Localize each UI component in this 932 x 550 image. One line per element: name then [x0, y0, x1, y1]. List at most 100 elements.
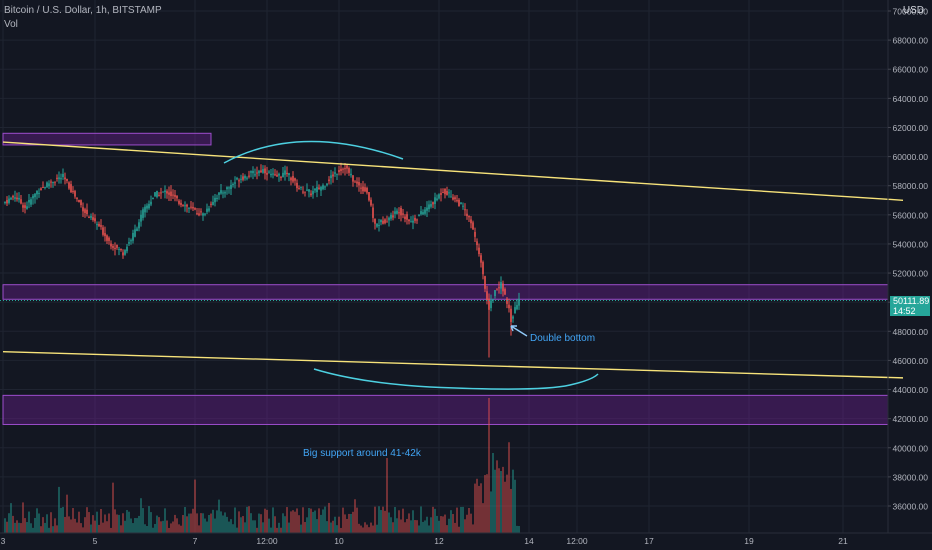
candle-body: [74, 191, 76, 197]
volume-bar: [456, 507, 458, 533]
volume-bar: [466, 514, 468, 533]
volume-bar: [448, 518, 450, 533]
volume-bar: [46, 514, 48, 533]
candle-body: [188, 207, 190, 209]
candle-body: [290, 177, 292, 181]
support-zone: [2, 394, 889, 425]
volume-bar: [94, 520, 96, 533]
volume-bar: [306, 517, 308, 533]
volume-bar: [212, 509, 214, 533]
candle-body: [108, 237, 110, 241]
candle-body: [326, 183, 328, 186]
volume-bar: [54, 518, 56, 533]
last-price-badge: 50111.89 14:52: [890, 296, 930, 316]
volume-bar: [222, 515, 224, 533]
volume-bar: [378, 506, 380, 533]
candle-body: [446, 190, 448, 195]
volume-bar: [60, 507, 62, 533]
volume-bar: [494, 469, 496, 533]
candle-body: [300, 186, 302, 188]
candle-body: [474, 231, 476, 237]
volume-bar: [342, 507, 344, 533]
candle-body: [40, 188, 42, 191]
volume-bar: [462, 506, 464, 533]
trendline-upper: [2, 141, 904, 201]
candle-body: [172, 194, 174, 196]
volume-bar: [32, 527, 34, 533]
candle-body: [282, 172, 284, 178]
volume-bar: [192, 508, 194, 533]
volume-bar: [500, 471, 502, 533]
volume-bar: [250, 513, 252, 533]
candle-body: [190, 206, 192, 208]
volume-bar: [510, 488, 512, 533]
volume-bars: [4, 398, 520, 533]
time-tick-label: 7: [193, 536, 198, 546]
volume-bar: [186, 516, 188, 533]
price-tick-label: 60000.00: [893, 152, 929, 162]
volume-bar: [398, 510, 400, 533]
price-tick-label: 64000.00: [893, 94, 929, 104]
candle-body: [332, 174, 334, 177]
candle-body: [36, 190, 38, 195]
volume-bar: [214, 518, 216, 533]
sketch-arc-top: [223, 140, 404, 164]
volume-bar: [386, 458, 388, 533]
volume-bar: [364, 522, 366, 533]
volume-bar: [368, 527, 370, 533]
volume-bar: [432, 506, 434, 533]
volume-bar: [260, 514, 262, 533]
volume-bar: [128, 511, 130, 533]
time-tick-label: 19: [744, 536, 754, 546]
volume-bar: [360, 525, 362, 533]
candle-body: [324, 186, 326, 188]
candle-body: [152, 197, 154, 199]
volume-bar: [100, 508, 102, 533]
time-tick-label: 3: [1, 536, 6, 546]
candle-body: [336, 173, 338, 175]
volume-bar: [322, 509, 324, 533]
candle-body: [204, 213, 206, 215]
last-price-countdown: 14:52: [893, 306, 916, 316]
candle-body: [272, 173, 274, 175]
candle-body: [34, 193, 36, 198]
volume-bar: [194, 479, 196, 533]
volume-bar: [228, 521, 230, 533]
volume-bar: [144, 524, 146, 533]
volume-bar: [430, 517, 432, 533]
price-tick-label: 66000.00: [893, 65, 929, 75]
candle-body: [450, 196, 452, 198]
candle-body: [378, 224, 380, 226]
candle-body: [270, 173, 272, 176]
candle-body: [128, 242, 130, 244]
volume-bar: [488, 398, 490, 533]
volume-bar: [512, 469, 514, 533]
candle-body: [302, 191, 304, 193]
candle-body: [84, 209, 86, 214]
volume-bar: [296, 508, 298, 533]
candle-body: [186, 204, 188, 207]
candle-body: [130, 240, 132, 242]
candle-body: [310, 193, 312, 196]
price-tick-label: 46000.00: [893, 356, 929, 366]
candle-body: [166, 191, 168, 194]
volume-bar: [156, 515, 158, 533]
candle-body: [136, 228, 138, 232]
candle-body: [374, 218, 376, 224]
candle-body: [70, 184, 72, 193]
volume-bar: [140, 498, 142, 533]
volume-bar: [264, 508, 266, 533]
candle-body: [504, 289, 506, 295]
price-tick-label: 52000.00: [893, 269, 929, 279]
candle-body: [330, 175, 332, 179]
volume-bar: [326, 521, 328, 533]
volume-bar: [112, 482, 114, 533]
candle-body: [456, 200, 458, 202]
candle-body: [26, 206, 28, 209]
price-tick-label: 54000.00: [893, 239, 929, 249]
volume-bar: [190, 513, 192, 533]
volume-bar: [440, 516, 442, 533]
candle-body: [174, 194, 176, 197]
volume-bar: [474, 483, 476, 533]
